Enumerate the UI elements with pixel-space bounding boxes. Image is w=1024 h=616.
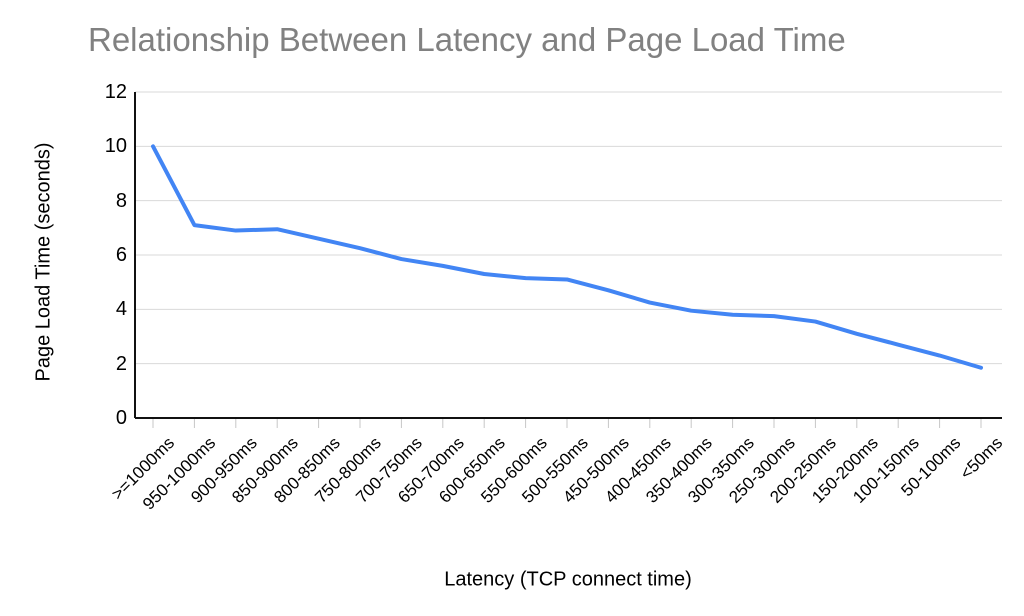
- x-axis-title: Latency (TCP connect time): [444, 568, 692, 591]
- y-tick-label: 12: [104, 81, 127, 103]
- data-line: [151, 144, 983, 370]
- y-tick-label: 8: [115, 189, 127, 212]
- y-tick-label: 6: [115, 244, 127, 266]
- y-tick-label: 0: [115, 407, 127, 429]
- y-tick-label: 2: [115, 352, 127, 375]
- y-tick-label: 10: [104, 135, 127, 158]
- y-tick-label: 4: [115, 298, 127, 321]
- chart-title: Relationship Between Latency and Page Lo…: [88, 21, 846, 58]
